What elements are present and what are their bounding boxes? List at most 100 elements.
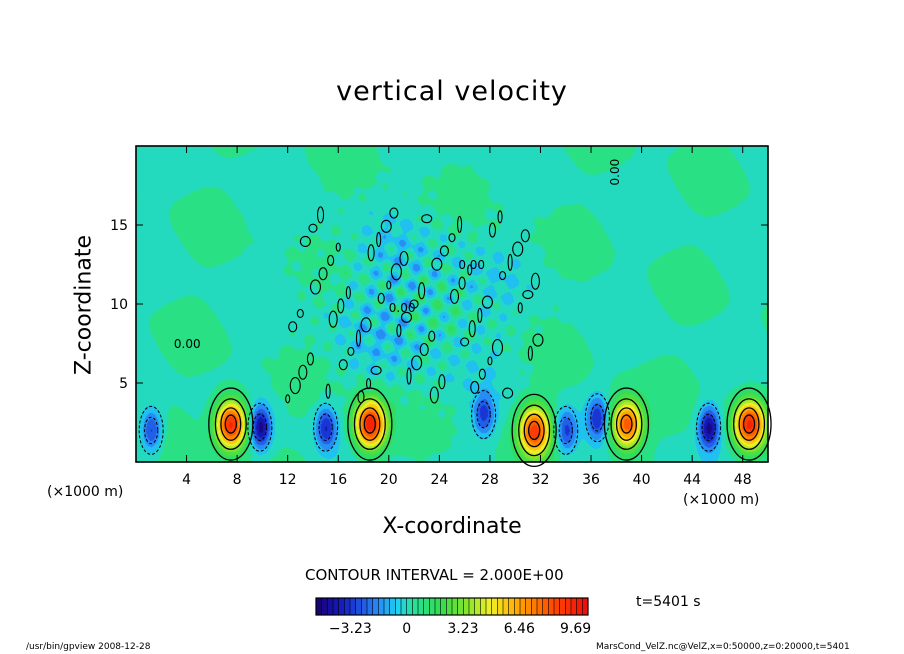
turbulence-contour-14 bbox=[328, 310, 338, 328]
x-tick-label: 44 bbox=[683, 472, 701, 488]
turbulence-contour-38 bbox=[298, 364, 308, 380]
colorbar-segment bbox=[389, 598, 396, 615]
colorbar-segment bbox=[333, 598, 340, 615]
turbulence-contour-9 bbox=[367, 244, 375, 262]
turbulence-contour-18 bbox=[449, 288, 460, 304]
contour-value-label: 0.00 bbox=[174, 337, 201, 351]
turbulence-contour-2 bbox=[470, 380, 480, 394]
turbulence-contour-64 bbox=[457, 215, 463, 233]
turbulence-contour-40 bbox=[487, 356, 493, 366]
turbulence-contour-30 bbox=[308, 223, 318, 233]
colorbar-segment bbox=[412, 598, 419, 615]
turbulence-contour-0 bbox=[285, 394, 291, 404]
colorbar-segment bbox=[486, 598, 493, 615]
contour-value-label: 0.00 bbox=[389, 301, 416, 315]
colorbar-segment bbox=[576, 598, 583, 615]
downdraft-contour-0-0 bbox=[247, 402, 273, 452]
turbulence-contour-41 bbox=[327, 254, 335, 266]
colorbar-segment bbox=[361, 598, 368, 615]
colorbar-segment bbox=[571, 598, 578, 615]
turbulence-contour-57 bbox=[306, 352, 314, 366]
updraft-contour-3-1 bbox=[610, 398, 643, 450]
colorbar-segment bbox=[508, 598, 515, 615]
colorbar-segment bbox=[559, 598, 566, 615]
x-tick-label: 48 bbox=[734, 472, 752, 488]
downdraft-contour-6-1 bbox=[701, 413, 716, 441]
turbulence-contour-62 bbox=[520, 229, 530, 243]
downdraft-contour-3-0 bbox=[471, 390, 497, 440]
x-tick-label: 28 bbox=[481, 472, 499, 488]
x-tick-label: 36 bbox=[582, 472, 600, 488]
turbulence-contour-19 bbox=[289, 376, 301, 395]
turbulence-contour-58 bbox=[399, 250, 409, 267]
colorbar-tick-label: 6.46 bbox=[504, 621, 535, 637]
colorbar-segment bbox=[418, 598, 425, 615]
turbulence-contour-29 bbox=[468, 320, 476, 338]
velocity-field bbox=[136, 146, 768, 462]
colorbar-segment bbox=[565, 598, 572, 615]
colorbar-segment bbox=[554, 598, 561, 615]
turbulence-contour-24 bbox=[507, 253, 513, 271]
colorbar-segment bbox=[469, 598, 476, 615]
turbulence-contour-54 bbox=[530, 272, 540, 290]
updraft-contour-2-3 bbox=[528, 420, 541, 441]
turbulence-contour-23 bbox=[411, 355, 423, 371]
turbulence-contour-43 bbox=[512, 241, 524, 257]
updraft-contour-2-2 bbox=[523, 413, 545, 448]
turbulence-contour-17 bbox=[357, 390, 365, 404]
downdraft-contour-1-1 bbox=[144, 416, 159, 445]
updraft-contour-3-3 bbox=[620, 414, 633, 434]
colorbar-segment bbox=[514, 598, 521, 615]
colorbar-tick-label: 3.23 bbox=[447, 621, 478, 637]
turbulence-contour-26 bbox=[439, 245, 449, 257]
colorbar-segment bbox=[480, 598, 487, 615]
turbulence-contour-46 bbox=[288, 321, 298, 333]
turbulence-contour-4 bbox=[406, 367, 412, 385]
updraft-contour-0-0 bbox=[208, 387, 254, 461]
updraft-contour-1-3 bbox=[363, 414, 376, 434]
updraft-contour-4-0 bbox=[726, 387, 772, 461]
colorbar-segment bbox=[491, 598, 498, 615]
colorbar-segment bbox=[350, 598, 357, 615]
x-tick-label: 4 bbox=[182, 472, 191, 488]
updraft-contour-2-1 bbox=[518, 404, 551, 457]
x-tick-label: 12 bbox=[279, 472, 297, 488]
updraft-contour-1-2 bbox=[359, 407, 381, 441]
x-tick-label: 40 bbox=[633, 472, 651, 488]
updraft-contour-0-3 bbox=[224, 414, 237, 434]
colorbar-segment bbox=[542, 598, 549, 615]
x-tick-label: 20 bbox=[380, 472, 398, 488]
x-tick-label: 8 bbox=[233, 472, 242, 488]
downdraft-contour-2-1 bbox=[318, 413, 333, 441]
turbulence-contour-35 bbox=[522, 289, 534, 300]
turbulence-contour-15 bbox=[421, 214, 433, 224]
y-tick-label: 15 bbox=[110, 218, 128, 234]
updraft-contour-4-2 bbox=[738, 407, 760, 441]
updraft-contour-3-0 bbox=[603, 387, 650, 461]
x-tick-label: 24 bbox=[430, 472, 448, 488]
turbulence-contour-49 bbox=[316, 206, 325, 224]
colorbar-segment bbox=[384, 598, 391, 615]
turbulence-contour-60 bbox=[335, 242, 341, 252]
turbulence-contour-53 bbox=[438, 374, 446, 390]
colorbar-segment bbox=[435, 598, 442, 615]
x-unit-right: (×1000 m) bbox=[683, 492, 760, 508]
turbulence-contour-65 bbox=[296, 308, 304, 319]
colorbar-segment bbox=[316, 598, 323, 615]
contour-value-label: 0.00 bbox=[608, 159, 622, 186]
colorbar-frame bbox=[315, 597, 589, 616]
colorbar-segment bbox=[355, 598, 362, 615]
turbulence-contour-12 bbox=[396, 323, 402, 338]
turbulence-contour-25 bbox=[347, 346, 355, 356]
colorbar-segment bbox=[497, 598, 504, 615]
time-label: t=5401 s bbox=[636, 594, 701, 610]
y-tick-label: 10 bbox=[110, 297, 128, 313]
turbulence-contour-48 bbox=[477, 307, 483, 323]
turbulence-contour-32 bbox=[497, 210, 503, 224]
colorbar-segment bbox=[429, 598, 436, 615]
turbulence-contour-7 bbox=[431, 257, 443, 271]
turbulence-contour-55 bbox=[370, 365, 382, 375]
colorbar-segment bbox=[582, 598, 589, 615]
turbulence-contour-1 bbox=[377, 292, 385, 304]
updraft-contour-4-3 bbox=[742, 414, 756, 434]
